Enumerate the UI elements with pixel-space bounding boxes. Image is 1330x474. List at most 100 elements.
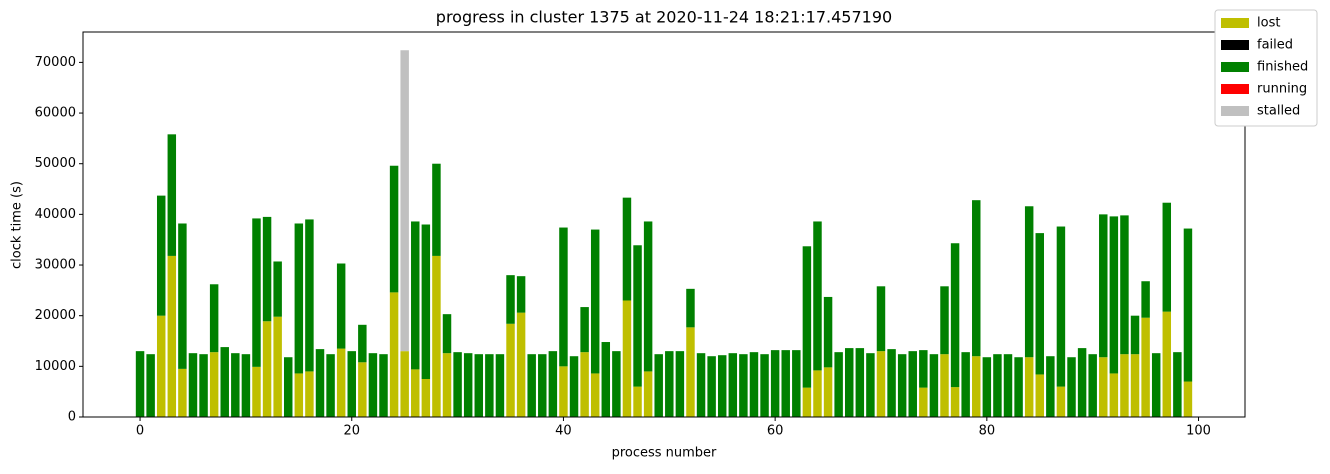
bar-segment — [643, 221, 653, 372]
bar-segment — [252, 366, 261, 417]
bar-segment — [167, 255, 177, 417]
bar-segment — [1109, 373, 1119, 417]
bar-segment — [199, 354, 208, 417]
bar-segment — [845, 348, 854, 417]
bar-segment — [1024, 206, 1034, 358]
bar-segment — [1035, 374, 1044, 417]
bar-segment — [823, 296, 833, 368]
bar-segment — [548, 351, 558, 417]
legend-swatch — [1221, 40, 1249, 50]
bar-segment — [1003, 354, 1013, 417]
bar-segment — [336, 348, 346, 417]
y-tick-label: 40000 — [35, 207, 76, 222]
x-tick-label: 60 — [767, 424, 784, 439]
bar-segment — [1056, 386, 1066, 417]
bar-segment — [813, 370, 822, 417]
bar-segment — [919, 350, 928, 388]
bar-segment — [643, 371, 653, 417]
y-tick-label: 0 — [68, 410, 76, 425]
bar-segment — [506, 275, 515, 324]
bar-segment — [326, 354, 335, 417]
bar-segment — [485, 354, 494, 417]
bar-segment — [749, 352, 759, 417]
bar-segment — [802, 387, 812, 417]
bar-segment — [855, 348, 865, 417]
bar-segment — [982, 357, 992, 417]
y-axis-label: clock time (s) — [10, 181, 25, 269]
bar-segment — [940, 354, 949, 417]
bar-segment — [580, 307, 589, 353]
bar-segment — [336, 263, 346, 349]
plot-frame — [82, 31, 1246, 418]
bar-segment — [262, 321, 272, 417]
bar-segment — [284, 357, 293, 417]
bar-segment — [654, 354, 663, 417]
bar-segment — [972, 356, 981, 417]
bar-segment — [569, 356, 579, 417]
bar-segment — [580, 352, 589, 417]
legend-label: stalled — [1257, 104, 1300, 119]
bar-segment — [760, 354, 769, 417]
bar-segment — [432, 255, 441, 417]
bar-segment — [1183, 228, 1193, 382]
bar-segment — [622, 300, 632, 417]
bar-segment — [379, 354, 388, 417]
y-tick-label: 30000 — [35, 258, 76, 273]
bar-segment — [178, 223, 187, 369]
chart-title: progress in cluster 1375 at 2020-11-24 1… — [436, 8, 892, 27]
legend-box — [1214, 9, 1318, 127]
bar-segment — [411, 221, 420, 370]
bar-segment — [739, 354, 748, 417]
bar-segment — [527, 354, 536, 417]
bar-segment — [1035, 233, 1044, 375]
x-tick-label: 40 — [555, 424, 572, 439]
bar-segment — [1141, 281, 1150, 318]
legend-label: running — [1257, 82, 1307, 97]
bar-segment — [770, 350, 780, 417]
legend-label: finished — [1257, 60, 1308, 75]
y-tick-label: 50000 — [35, 156, 76, 171]
bar-segment — [1130, 315, 1140, 355]
bar-segment — [442, 314, 452, 354]
bar-segment — [887, 349, 896, 417]
bar-segment — [897, 354, 907, 417]
bar-segment — [167, 134, 177, 256]
bar-segment — [358, 324, 367, 363]
bar-segment — [294, 223, 304, 374]
bar-segment — [813, 221, 822, 371]
bar-segment — [1056, 226, 1066, 387]
bar-segment — [1162, 202, 1172, 312]
bar-segment — [1067, 357, 1076, 417]
bar-segment — [400, 351, 409, 417]
bar-segment — [453, 352, 462, 417]
bar-segment — [421, 379, 431, 417]
legend-swatch — [1221, 84, 1249, 94]
bar-segment — [823, 367, 833, 417]
bar-segment — [717, 355, 727, 417]
bar-segment — [633, 245, 642, 387]
bar-segment — [252, 218, 261, 367]
bar-segment — [1014, 357, 1023, 417]
bar-segment — [389, 165, 399, 293]
bar-segment — [358, 362, 367, 417]
y-tick-label: 60000 — [35, 106, 76, 121]
bar-segment — [209, 352, 219, 417]
bar-segment — [908, 351, 917, 417]
bar-segment — [686, 288, 695, 328]
bar-segment — [950, 243, 960, 388]
bar-segment — [146, 354, 155, 417]
bar-segment — [1120, 215, 1129, 355]
bar-segment — [262, 216, 272, 322]
legend-label: lost — [1257, 16, 1280, 31]
bar-segment — [1120, 354, 1129, 417]
bar-segment — [463, 353, 473, 417]
bar-segment — [135, 351, 145, 417]
bar-segment — [1099, 214, 1108, 358]
bar-segment — [1151, 353, 1161, 417]
bar-segment — [294, 373, 304, 417]
bar-segment — [411, 369, 420, 417]
bar-segment — [273, 316, 282, 417]
legend-swatch — [1221, 62, 1249, 72]
bar-segment — [633, 386, 642, 417]
bar-segment — [220, 347, 229, 417]
